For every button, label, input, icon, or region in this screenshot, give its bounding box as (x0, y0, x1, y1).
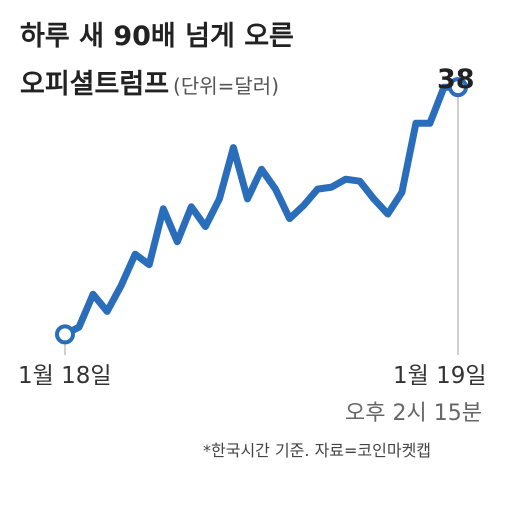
end-value-label: 38 (437, 64, 475, 95)
start-point-marker (55, 324, 75, 345)
end-date-label: 1월 19일 (393, 363, 487, 389)
chart-title-line2: 오피셜트럼프 (단위=달러) (20, 62, 279, 101)
end-time-label: 오후 2시 15분 (345, 401, 482, 426)
start-date-label: 1월 18일 (18, 363, 112, 389)
price-line (61, 83, 462, 338)
end-point-marker (448, 77, 468, 98)
chart-title-line2-text: 오피셜트럼프 (20, 69, 170, 100)
source-footnote: *한국시간 기준. 자료=코인마켓캡 (203, 441, 432, 460)
chart-title-line1: 하루 새 90배 넘게 오른 (20, 14, 294, 53)
chart-title-line1-text: 하루 새 90배 넘게 오른 (20, 21, 294, 52)
unit-label: (단위=달러) (173, 74, 280, 98)
